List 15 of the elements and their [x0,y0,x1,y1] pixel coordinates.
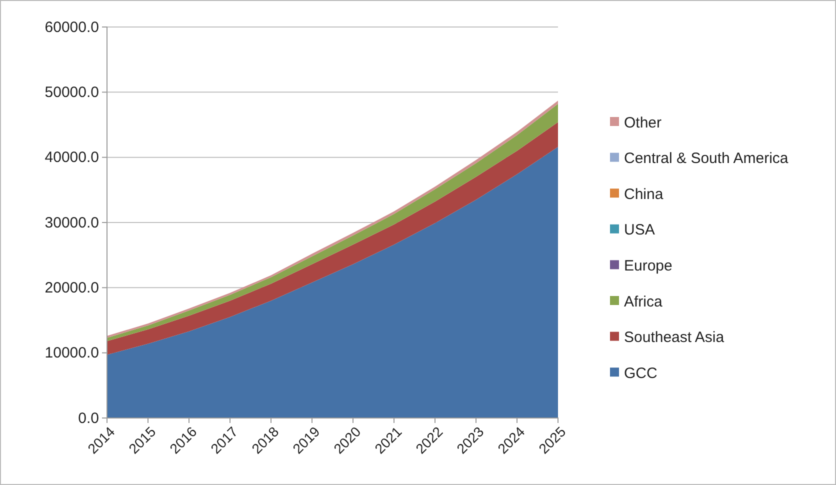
y-tick-label: 30000.0 [44,214,99,232]
legend-label: Southeast Asia [624,329,725,346]
y-tick-label: 10000.0 [44,344,99,362]
legend-label: Other [624,114,662,132]
legend-label: Africa [624,293,663,310]
legend-label: GCC [624,364,658,382]
y-tick-label: 60000.0 [44,18,99,36]
legend-label: China [624,186,664,203]
y-tick-label: 50000.0 [44,84,99,101]
y-tick-label: 20000.0 [44,279,99,296]
y-tick-label: 40000.0 [44,149,99,166]
legend-label: USA [624,222,655,239]
legend-label: Europe [624,257,672,274]
legend-label: Central & South America [624,150,789,168]
y-tick-label: 0.0 [78,410,99,427]
